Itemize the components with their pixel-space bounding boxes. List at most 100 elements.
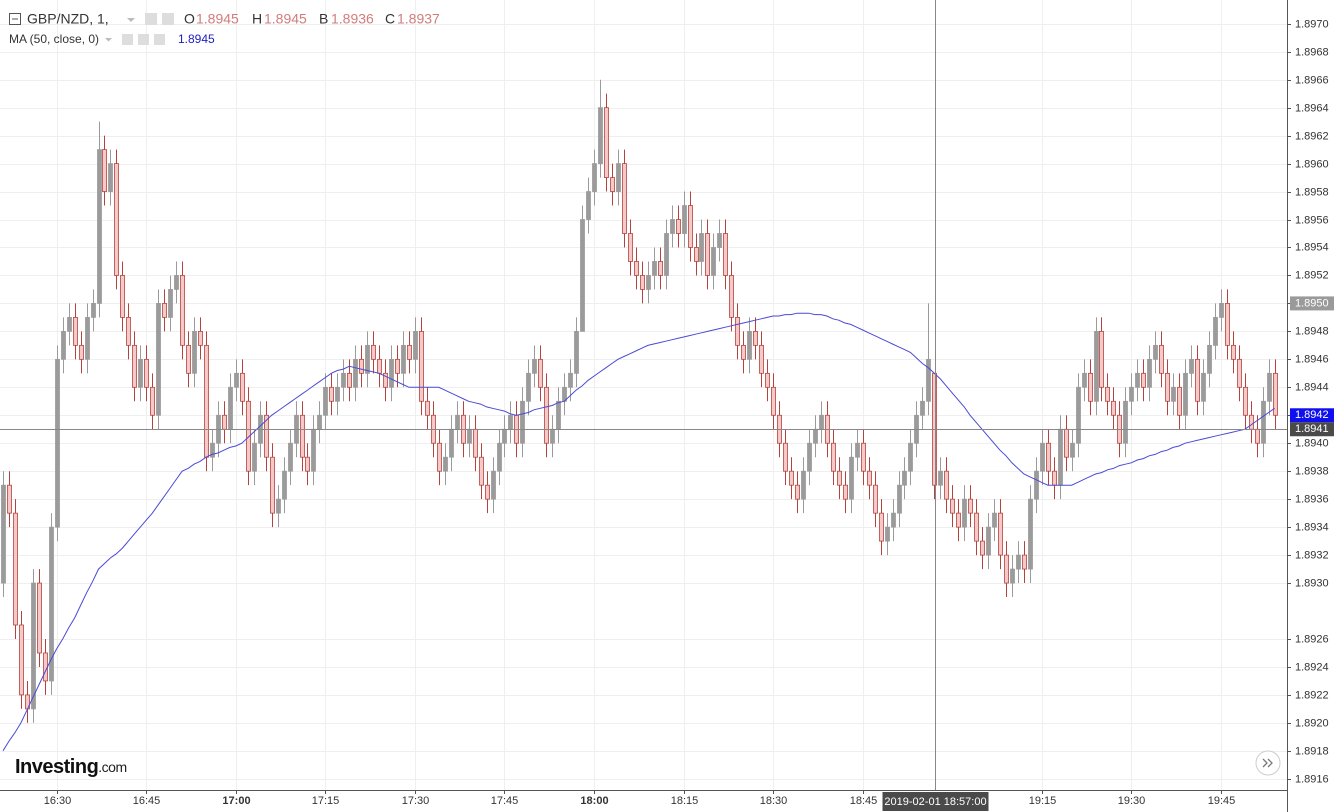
y-tick-label: 1.8918 xyxy=(1295,745,1329,757)
candle-body xyxy=(1052,470,1057,486)
y-tick-label: 1.8946 xyxy=(1295,353,1329,365)
price-marker-label: 1.8941 xyxy=(1295,423,1329,435)
candle-body xyxy=(765,372,770,388)
x-tick-label: 18:30 xyxy=(760,795,788,807)
candle-body xyxy=(843,484,848,500)
candle-body xyxy=(759,344,764,374)
candle-body xyxy=(234,372,239,388)
candle-body xyxy=(150,386,155,416)
candle-body xyxy=(61,330,66,360)
candle-body xyxy=(485,484,490,500)
candle-body xyxy=(508,414,513,430)
x-tick-label: 16:45 xyxy=(133,795,161,807)
candle-body xyxy=(837,470,842,486)
candle-body xyxy=(282,470,287,500)
y-tick-label: 1.8926 xyxy=(1295,633,1329,645)
candle-body xyxy=(168,289,173,318)
candle-body xyxy=(425,400,430,416)
candle-body xyxy=(538,358,543,388)
candle-body xyxy=(371,344,376,360)
candle-body xyxy=(920,400,925,416)
candle-body xyxy=(938,470,943,486)
close-label: C xyxy=(385,11,395,27)
candle-body xyxy=(526,372,531,402)
y-tick-label: 1.8966 xyxy=(1295,74,1329,86)
candle-body xyxy=(102,149,107,192)
y-tick-label: 1.8952 xyxy=(1295,269,1329,281)
candle-body xyxy=(729,275,734,318)
candle-body xyxy=(1099,330,1104,388)
close-icon[interactable] xyxy=(154,34,165,45)
candle-body xyxy=(276,498,281,514)
candle-body xyxy=(1201,372,1206,402)
price-marker-box xyxy=(1290,422,1334,437)
x-tick-label: 19:45 xyxy=(1208,795,1236,807)
candle-body xyxy=(962,498,967,528)
candle-body xyxy=(950,498,955,514)
candle-body xyxy=(473,428,478,458)
candle-body xyxy=(1261,400,1266,444)
ma-value: 1.8945 xyxy=(178,32,215,46)
candle-body xyxy=(246,400,251,472)
candle-body xyxy=(335,386,340,402)
candle-body xyxy=(556,400,561,430)
x-tick-label: 16:30 xyxy=(44,795,72,807)
candle-body xyxy=(437,442,442,472)
candle-body xyxy=(377,358,382,374)
x-tick-label: 17:30 xyxy=(402,795,430,807)
y-tick-label: 1.8936 xyxy=(1295,493,1329,505)
candle-body xyxy=(73,316,78,346)
y-tick-label: 1.8948 xyxy=(1295,325,1329,337)
candle-body xyxy=(479,456,484,486)
candle-body xyxy=(1094,330,1099,402)
candle-body xyxy=(807,442,812,472)
candle-body xyxy=(174,275,179,290)
settings-icon[interactable] xyxy=(138,34,149,45)
candle-body xyxy=(329,386,334,402)
scroll-button-icon xyxy=(1262,758,1273,768)
candle-body xyxy=(413,330,418,360)
candle-body xyxy=(1046,442,1051,472)
collapse-icon[interactable] xyxy=(9,13,21,25)
y-tick-label: 1.8960 xyxy=(1295,158,1329,170)
candle-body xyxy=(646,275,651,290)
candle-body xyxy=(1141,372,1146,388)
candle-body xyxy=(1105,386,1110,402)
price-marker-box xyxy=(1290,296,1334,311)
candle-body xyxy=(897,484,902,514)
candle-body xyxy=(311,428,316,472)
candle-body xyxy=(210,442,215,458)
eye-icon[interactable] xyxy=(122,34,133,45)
candle-body xyxy=(1129,386,1134,402)
candle-body xyxy=(1123,400,1128,444)
candle-body xyxy=(126,316,131,346)
scroll-button[interactable] xyxy=(1255,750,1281,776)
candle-body xyxy=(944,470,949,500)
candle-body xyxy=(867,470,872,486)
y-tick-label: 1.8924 xyxy=(1295,661,1329,673)
candle-body xyxy=(568,372,573,388)
dropdown-arrow[interactable] xyxy=(127,18,135,22)
candle-body xyxy=(753,330,758,346)
x-tick-label: 17:45 xyxy=(491,795,519,807)
candle-body xyxy=(699,233,704,262)
candle-body xyxy=(1147,358,1152,388)
candle-body xyxy=(598,107,603,164)
settings-icon[interactable] xyxy=(162,13,174,25)
eye-icon[interactable] xyxy=(145,13,157,25)
candle-body xyxy=(1207,344,1212,374)
candle-body xyxy=(198,330,203,346)
candle-body xyxy=(926,358,931,402)
candle-body xyxy=(544,386,549,444)
candle-body xyxy=(735,316,740,346)
candle-body xyxy=(998,512,1003,556)
dropdown-arrow[interactable] xyxy=(105,38,112,42)
candle-body xyxy=(1177,386,1182,416)
candle-body xyxy=(1076,386,1081,444)
candle-body xyxy=(550,428,555,444)
candle-body xyxy=(407,344,412,360)
candle-body xyxy=(1213,316,1218,346)
y-tick-label: 1.8962 xyxy=(1295,130,1329,142)
candle-body xyxy=(1,484,6,584)
ma-label: MA (50, close, 0) xyxy=(9,32,99,46)
